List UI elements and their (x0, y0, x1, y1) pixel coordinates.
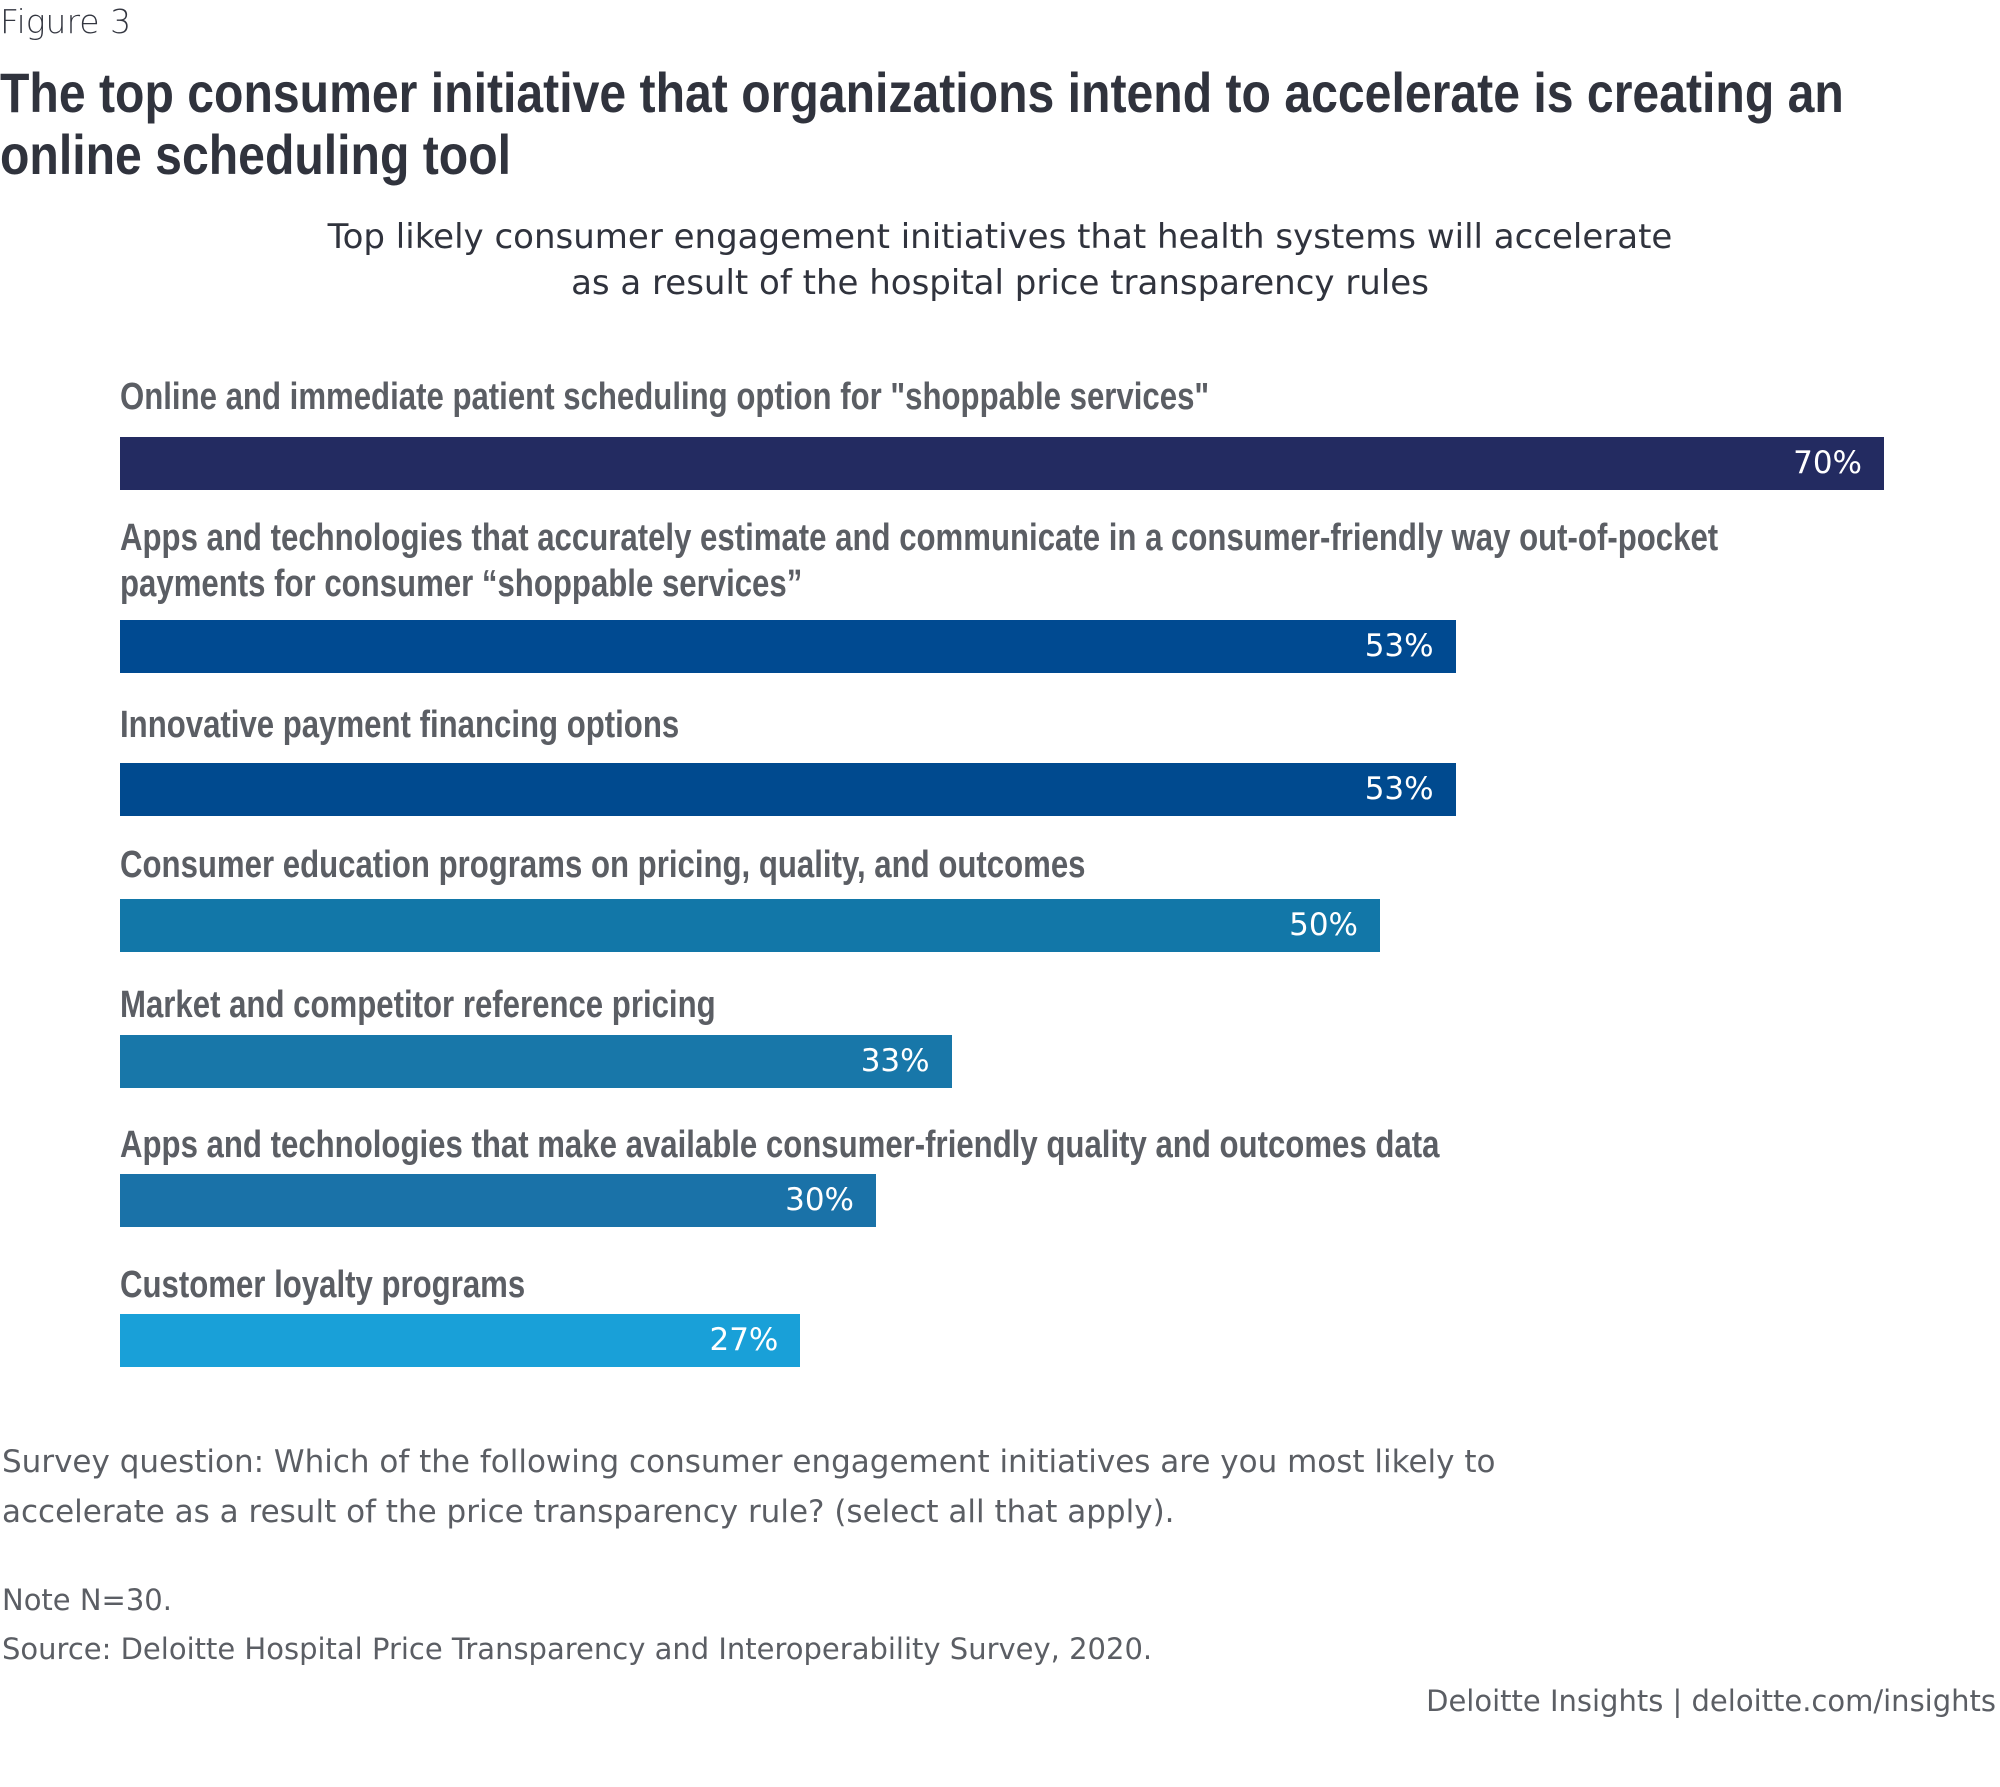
bar: 50% (120, 899, 1380, 952)
bar-value-label: 50% (1289, 907, 1358, 943)
bar-value-label: 53% (1364, 771, 1434, 807)
category-label: payments for consumer “shoppable service… (120, 563, 803, 605)
bar: 30% (120, 1174, 876, 1227)
survey-question-line-2: accelerate as a result of the price tran… (2, 1494, 1175, 1530)
bar: 70% (120, 437, 1884, 490)
category-label: Apps and technologies that accurately es… (120, 517, 1719, 559)
category-label: Online and immediate patient scheduling … (120, 376, 1210, 418)
note-text: Note N=30. (2, 1583, 172, 1617)
bar-value-label: 70% (1793, 445, 1862, 481)
chart-title-line-2: online scheduling tool (0, 123, 512, 186)
category-label: Consumer education programs on pricing, … (120, 844, 1086, 886)
category-label: Apps and technologies that make availabl… (120, 1124, 1440, 1166)
chart-subtitle-line-1: Top likely consumer engagement initiativ… (327, 217, 1673, 257)
category-label: Customer loyalty programs (120, 1264, 526, 1306)
chart-title-line-1: The top consumer initiative that organiz… (0, 61, 1844, 124)
category-label: Innovative payment financing options (120, 704, 680, 746)
credit-link[interactable]: Deloitte Insights | deloitte.com/insight… (1426, 1684, 1996, 1718)
category-label: Market and competitor reference pricing (120, 984, 716, 1026)
chart-subtitle-line-2: as a result of the hospital price transp… (571, 263, 1429, 303)
source-text: Source: Deloitte Hospital Price Transpar… (2, 1632, 1153, 1666)
bar-value-label: 33% (860, 1043, 930, 1079)
survey-question-line-1: Survey question: Which of the following … (2, 1444, 1496, 1480)
bar-value-label: 30% (785, 1182, 854, 1218)
bar: 53% (120, 763, 1456, 816)
bar: 27% (120, 1314, 801, 1367)
bar: 53% (120, 620, 1456, 673)
figure-label: Figure 3 (0, 2, 132, 41)
bar-value-label: 27% (709, 1322, 779, 1358)
bar-value-label: 53% (1364, 628, 1434, 664)
bar: 33% (120, 1035, 952, 1088)
